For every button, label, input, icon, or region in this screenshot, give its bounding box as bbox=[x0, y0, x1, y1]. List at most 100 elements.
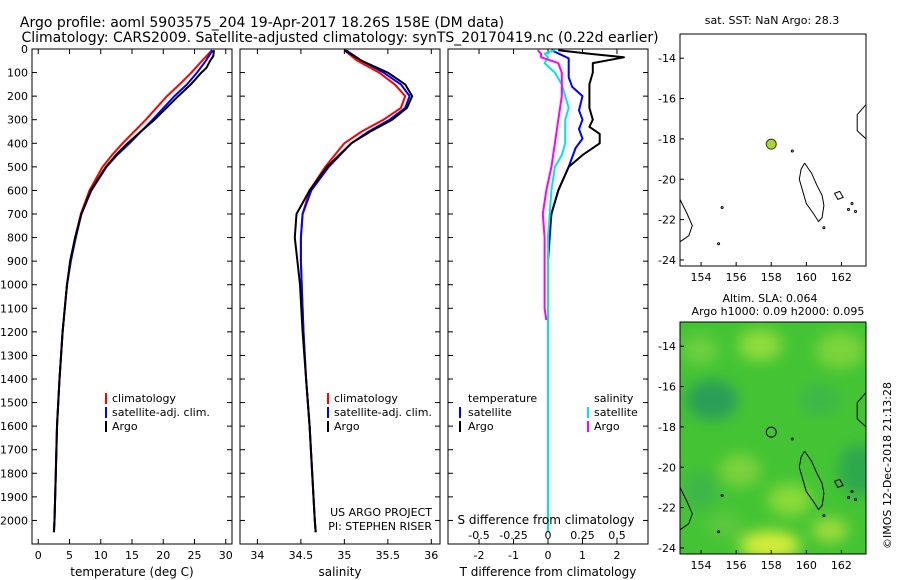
series-line-climatology bbox=[299, 49, 407, 533]
x-tick-top-label: -0.25 bbox=[499, 529, 527, 542]
coastline-australia bbox=[679, 487, 693, 531]
sst-map-frame bbox=[679, 33, 867, 267]
coastline-islet bbox=[850, 490, 854, 493]
map-x-tick-label: 154 bbox=[691, 559, 712, 572]
x-tick-label: -1 bbox=[508, 549, 519, 562]
difference-panel: -2 -1 0 1 2 -0.5 -0.25 0 0.25 0.5 T difference fr… bbox=[447, 48, 649, 579]
x-tick-top-label: 0.25 bbox=[570, 529, 595, 542]
series-line-t-argo bbox=[547, 49, 625, 533]
map-x-tick-label: 154 bbox=[691, 271, 712, 284]
map-y-tick-label: -22 bbox=[658, 502, 676, 515]
x-tick-label: 0 bbox=[545, 549, 552, 562]
series-line-argo bbox=[52, 50, 215, 533]
x-tick-label: 20 bbox=[156, 549, 170, 562]
x-tick-label: 1 bbox=[579, 549, 586, 562]
x-tick-top-label: 0 bbox=[545, 529, 552, 542]
x-tick-label: 15 bbox=[125, 549, 139, 562]
x-tick-label: 34.5 bbox=[289, 549, 314, 562]
title-line-2: Climatology: CARS2009. Satellite-adjuste… bbox=[21, 30, 658, 46]
y-tick-label: 1400 bbox=[0, 373, 28, 386]
difference-legend: temperature satellite Argo salinity sate… bbox=[459, 392, 638, 433]
sla-map-panel: Altim. SLA: 0.064 Argo h1000: 0.09 h2000… bbox=[658, 292, 867, 572]
sla-heatmap bbox=[680, 322, 866, 554]
sla-blobs bbox=[682, 329, 866, 554]
x-tick-label: 36 bbox=[424, 549, 438, 562]
map-y-tick-label: -14 bbox=[658, 340, 676, 353]
argo-float-marker bbox=[765, 138, 777, 150]
x-tick-label: 10 bbox=[94, 549, 108, 562]
coastline-east bbox=[856, 392, 867, 428]
legend-s-satellite: satellite bbox=[594, 406, 638, 419]
y-tick-label: 1300 bbox=[0, 349, 28, 362]
coastline-islet bbox=[854, 210, 857, 213]
coastline-islet bbox=[720, 494, 724, 497]
coastline-islet bbox=[822, 226, 826, 230]
coastline-islet bbox=[717, 242, 721, 246]
legend-satellite: satellite-adj. clim. bbox=[112, 406, 210, 419]
y-tick-label: 700 bbox=[7, 208, 28, 221]
y-tick-label: 100 bbox=[7, 67, 28, 80]
y-tick-label: 2000 bbox=[0, 514, 28, 527]
y-tick-label: 200 bbox=[7, 90, 28, 103]
x-tick-label: 34 bbox=[250, 549, 264, 562]
temperature-panel: 0 5 10 15 20 25 300100200300400500600700800900… bbox=[0, 43, 233, 579]
map-y-tick-label: -16 bbox=[658, 381, 676, 394]
difference-plot: -2 -1 0 1 2 -0.5 -0.25 0 0.25 0.5 bbox=[448, 48, 648, 562]
coastline-islet bbox=[854, 498, 857, 501]
series-line-climatology bbox=[52, 49, 213, 533]
coastline-islet bbox=[790, 437, 794, 441]
legend-s-argo: Argo bbox=[594, 420, 620, 433]
coastline-new-caledonia bbox=[798, 162, 825, 223]
coastline-loyalty-islands bbox=[833, 478, 844, 489]
y-tick-label: 1100 bbox=[0, 302, 28, 315]
sla-map-title-2: Argo h1000: 0.09 h2000: 0.095 bbox=[692, 305, 865, 318]
map-x-tick-label: 156 bbox=[726, 559, 747, 572]
coastline-loyalty-islands bbox=[833, 190, 844, 201]
x-tick-top-label: -0.5 bbox=[468, 529, 489, 542]
sst-map-panel: sat. SST: NaN Argo: 28.3 154 156 158 160 162… bbox=[658, 14, 867, 284]
x-tick-label: 0 bbox=[35, 549, 42, 562]
temperature-legend: climatology satellite-adj. clim. Argo bbox=[105, 392, 210, 433]
legend-t-satellite: satellite bbox=[468, 406, 512, 419]
map-y-tick-label: -18 bbox=[658, 133, 676, 146]
y-tick-label: 300 bbox=[7, 114, 28, 127]
y-tick-label: 900 bbox=[7, 255, 28, 268]
map-x-tick-label: 160 bbox=[796, 271, 817, 284]
sst-map-plot: 154 156 158 160 162 -14 -16 -18 -20 -22 -24 bbox=[658, 52, 867, 284]
sla-map-title-1: Altim. SLA: 0.064 bbox=[722, 292, 817, 305]
salinity-xlabel: salinity bbox=[318, 565, 361, 579]
map-y-tick-label: -22 bbox=[658, 214, 676, 227]
map-x-tick-label: 160 bbox=[796, 559, 817, 572]
coastline-islet bbox=[717, 530, 721, 534]
coastline-islet bbox=[790, 149, 794, 153]
x-tick-label: 2 bbox=[613, 549, 620, 562]
legend-climatology: climatology bbox=[112, 392, 176, 405]
series-line-satellite-adj-clim- bbox=[52, 49, 214, 533]
legend-satellite: satellite-adj. clim. bbox=[334, 406, 432, 419]
credit-line-2: PI: STEPHEN RISER bbox=[328, 520, 432, 533]
y-tick-label: 400 bbox=[7, 137, 28, 150]
coastline-east bbox=[856, 104, 867, 140]
map-y-tick-label: -14 bbox=[658, 52, 676, 65]
salinity-panel-frame bbox=[239, 48, 441, 545]
series-line-s-satellite bbox=[543, 49, 570, 533]
y-tick-label: 0 bbox=[21, 43, 28, 56]
sla-map-plot: 154 156 158 160 162 -14 -16 -18 -20 -22 -24 bbox=[658, 340, 867, 572]
x-tick-label: 30 bbox=[219, 549, 233, 562]
y-tick-label: 800 bbox=[7, 232, 28, 245]
coastline-new-caledonia bbox=[798, 450, 825, 511]
series-line-satellite-adj-clim- bbox=[299, 49, 411, 533]
y-tick-label: 1800 bbox=[0, 467, 28, 480]
y-tick-label: 1600 bbox=[0, 420, 28, 433]
sst-map-title: sat. SST: NaN Argo: 28.3 bbox=[705, 14, 839, 27]
legend-argo: Argo bbox=[334, 420, 360, 433]
legend-salinity-title: salinity bbox=[594, 392, 634, 405]
map-x-tick-label: 162 bbox=[831, 559, 852, 572]
x-tick-label: 35 bbox=[337, 549, 351, 562]
coastline-islet bbox=[850, 202, 854, 205]
x-tick-top-label: 0.5 bbox=[608, 529, 626, 542]
y-tick-label: 600 bbox=[7, 184, 28, 197]
x-tick-label: 5 bbox=[66, 549, 73, 562]
legend-argo: Argo bbox=[112, 420, 138, 433]
